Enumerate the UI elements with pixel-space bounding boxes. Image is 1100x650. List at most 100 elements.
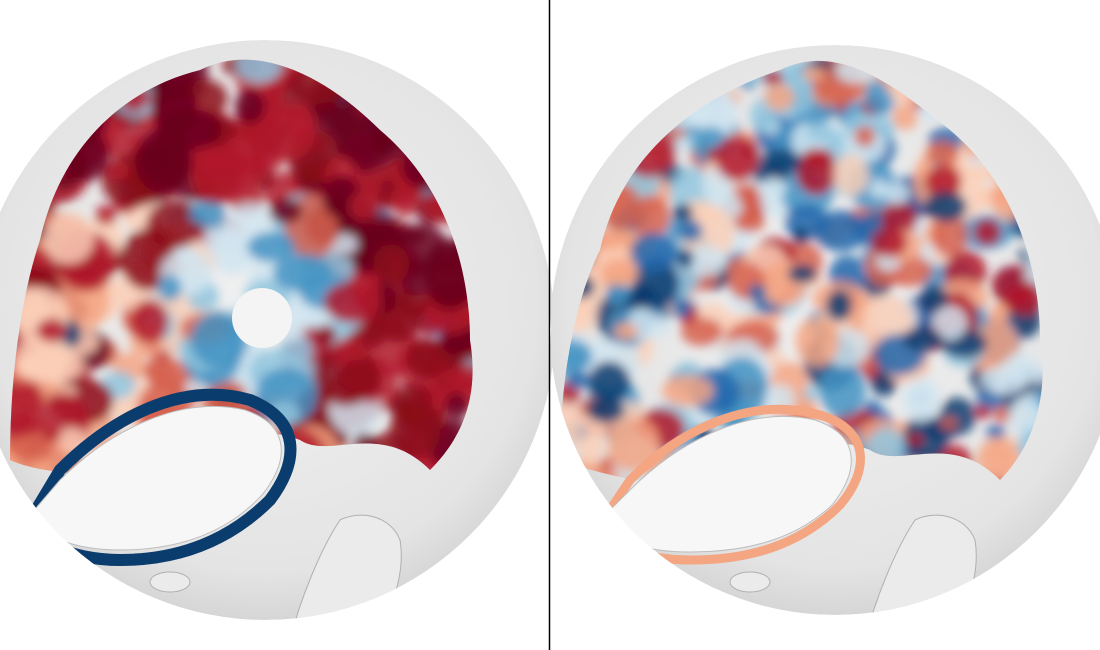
anomaly-patch — [686, 245, 727, 277]
anomaly-patch — [52, 59, 82, 82]
anomaly-patch — [932, 305, 967, 341]
anomaly-patch — [390, 180, 421, 217]
anomaly-patch — [924, 191, 968, 222]
anomaly-patch — [601, 258, 639, 286]
anomaly-patch — [408, 59, 450, 78]
anomaly-patch — [562, 60, 600, 85]
anomaly-patch — [334, 359, 382, 401]
anomaly-patch — [680, 317, 724, 346]
anomaly-patch — [347, 273, 382, 298]
anomaly-patch — [10, 413, 43, 441]
anomaly-patch — [560, 165, 586, 206]
anomaly-patch — [931, 213, 968, 257]
anomaly-patch — [992, 66, 1012, 89]
right-map — [550, 45, 1100, 615]
anomaly-patch — [989, 303, 1010, 323]
anomaly-patch — [95, 204, 117, 226]
anomaly-patch — [406, 337, 448, 380]
anomaly-patch — [747, 283, 767, 301]
anomaly-patch — [981, 60, 1027, 92]
anomaly-patch — [672, 203, 694, 222]
anomaly-patch — [583, 86, 629, 125]
anomaly-patch — [807, 124, 839, 144]
anomaly-patch — [461, 88, 473, 110]
anomaly-patch — [268, 198, 303, 224]
anomaly-patch — [925, 165, 962, 199]
anomaly-patch — [632, 195, 670, 239]
anomaly-patch — [795, 150, 837, 195]
anomaly-patch — [760, 177, 788, 199]
greenland — [29, 406, 282, 551]
anomaly-patch — [926, 140, 959, 167]
anomaly-patch — [869, 179, 888, 198]
anomaly-patch — [235, 59, 283, 83]
anomaly-patch — [256, 103, 316, 162]
anomaly-patch — [560, 459, 571, 479]
anomaly-patch — [142, 140, 186, 175]
anomaly-patch — [224, 150, 265, 178]
iceland — [729, 571, 771, 593]
pole-hole — [232, 288, 292, 348]
anomaly-patch — [564, 154, 595, 181]
anomaly-patch — [963, 165, 983, 180]
anomaly-patch — [106, 59, 128, 73]
anomaly-patch — [446, 364, 473, 392]
anomaly-patch — [833, 154, 869, 196]
anomaly-patch — [606, 280, 631, 305]
anomaly-patch — [902, 326, 943, 352]
anomaly-patch — [157, 274, 182, 302]
anomaly-patch — [432, 70, 457, 96]
anomaly-patch — [939, 417, 957, 430]
anomaly-patch — [792, 227, 809, 245]
anomaly-patch — [672, 297, 692, 318]
anomaly-patch — [613, 60, 642, 91]
anomaly-patch — [765, 347, 784, 369]
anomaly-patch — [870, 227, 908, 258]
anomaly-patch — [566, 370, 591, 390]
anomaly-patch — [373, 244, 410, 285]
anomaly-patch — [405, 230, 426, 243]
anomaly-patch — [668, 126, 686, 139]
anomaly-patch — [885, 182, 910, 205]
anomaly-patch — [188, 201, 226, 227]
anomaly-patch — [802, 67, 825, 82]
anomaly-patch — [43, 212, 94, 264]
anomaly-patch — [813, 210, 868, 252]
coast-fringe — [23, 388, 297, 567]
anomaly-patch — [974, 404, 991, 419]
anomaly-patch — [234, 88, 266, 124]
anomaly-patch — [614, 322, 639, 340]
anomaly-patch — [560, 171, 571, 186]
anomaly-patch — [974, 61, 995, 86]
anomaly-patch — [560, 143, 588, 176]
anomaly-patch — [630, 232, 678, 273]
anomaly-patch — [1002, 353, 1037, 384]
anomaly-patch — [575, 438, 605, 458]
anomaly-patch — [904, 433, 924, 447]
anomaly-patch — [393, 382, 433, 420]
anomaly-patch — [10, 92, 42, 140]
anomaly-patch — [444, 392, 469, 420]
anomaly-patch — [568, 94, 600, 130]
anomaly-patch — [566, 60, 595, 87]
anomaly-patch — [104, 161, 130, 180]
anomaly-patch — [825, 289, 853, 322]
anomaly-patch — [973, 218, 1002, 246]
anomaly-patch — [10, 114, 44, 156]
anomaly-patch — [764, 83, 795, 112]
anomaly-patch — [854, 125, 876, 147]
anomaly-patch — [586, 397, 625, 423]
anomaly-patch — [891, 103, 918, 130]
anomaly-patch — [678, 219, 703, 243]
anomaly-patch — [870, 371, 897, 397]
anomaly-patch — [1033, 88, 1043, 118]
anomaly-patch — [667, 66, 690, 85]
anomaly-patch — [10, 104, 32, 128]
anomaly-patch — [1002, 285, 1043, 316]
anomaly-patch — [16, 59, 59, 87]
anomaly-patch — [819, 362, 866, 418]
anomaly-patch — [130, 300, 169, 344]
anomaly-patch — [10, 59, 33, 85]
